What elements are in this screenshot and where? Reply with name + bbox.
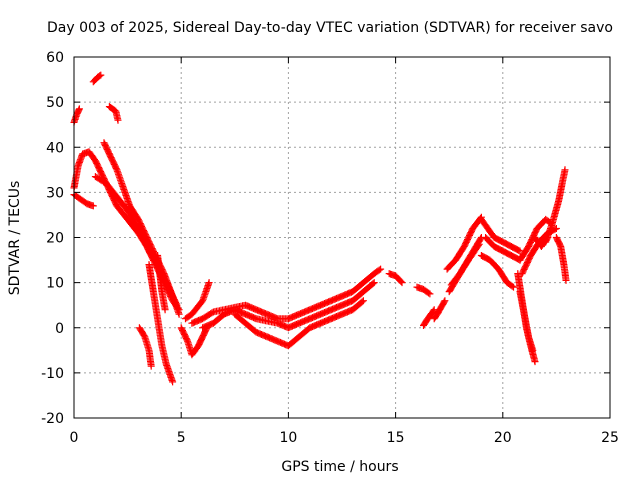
data-point: [561, 166, 569, 174]
data-point: [544, 232, 552, 240]
series-end-segment-2: [552, 234, 570, 284]
data-point: [474, 242, 482, 250]
y-tick-label: -20: [41, 411, 64, 427]
y-tick-label: 50: [46, 95, 64, 111]
series-track-mid-descent: [91, 173, 181, 309]
data-point: [562, 276, 570, 284]
series-dip-segment-2: [145, 261, 177, 386]
data-point: [205, 279, 213, 287]
data-point: [369, 280, 377, 288]
data-point: [375, 266, 383, 274]
series-afternoon-2: [413, 283, 434, 298]
y-tick-label: 40: [46, 140, 64, 156]
series-evening-plateau-2: [477, 252, 517, 291]
data-point: [397, 278, 405, 285]
x-axis-label: GPS time / hours: [281, 459, 398, 475]
data-point: [441, 297, 449, 305]
data-point: [161, 306, 169, 314]
data-point: [175, 310, 183, 318]
data-point: [531, 358, 539, 366]
series-afternoon-4: [430, 297, 449, 323]
data-point: [529, 346, 537, 354]
series-noon-band-b: [199, 279, 378, 332]
series-early-segment-2: [89, 71, 105, 86]
data-point: [475, 240, 483, 248]
data-point: [426, 290, 434, 298]
series-track-lower-start: [70, 191, 97, 210]
data-point: [173, 301, 181, 309]
series-noon-band-a: [188, 265, 385, 327]
data-point: [359, 297, 367, 305]
data-points: [70, 71, 570, 386]
x-tick-label: 10: [279, 430, 297, 446]
data-point: [169, 378, 177, 386]
series-evening-rise-3: [447, 240, 483, 289]
series-dip-segment-3: [154, 252, 169, 314]
data-point: [358, 298, 366, 306]
data-point: [97, 71, 105, 79]
y-axis-label: SDTVAR / TECUs: [7, 181, 23, 296]
data-point: [96, 72, 104, 80]
series-late-drop-2: [516, 288, 537, 354]
series-noon-band-c: [231, 297, 367, 350]
x-tick-label: 20: [494, 430, 512, 446]
data-point: [75, 105, 83, 113]
data-point: [147, 362, 155, 370]
series-early-segment-1: [70, 105, 83, 126]
series-dip-segment-1: [135, 324, 155, 370]
data-point: [508, 282, 516, 290]
data-point: [425, 289, 433, 297]
series-afternoon-1: [385, 270, 406, 287]
data-point: [377, 265, 385, 273]
series-noon-trough-2: [182, 279, 213, 323]
x-tick-label: 0: [70, 430, 79, 446]
series-end-segment-1: [542, 166, 569, 246]
x-tick-label: 5: [177, 430, 186, 446]
y-tick-label: 30: [46, 185, 64, 201]
grid: [74, 57, 610, 418]
chart-title: Day 003 of 2025, Sidereal Day-to-day VTE…: [47, 20, 613, 36]
data-point: [89, 202, 97, 210]
series-evening-rise-2: [443, 213, 485, 273]
data-point: [510, 283, 517, 291]
y-tick-label: 10: [46, 276, 64, 292]
x-tick-label: 15: [387, 430, 405, 446]
series-evening-plateau-1: [477, 215, 524, 255]
y-tick-label: -10: [41, 366, 64, 382]
y-tick-label: 20: [46, 231, 64, 247]
data-point: [398, 279, 406, 287]
data-point: [477, 235, 485, 243]
data-point: [440, 298, 448, 306]
series-afternoon-3: [420, 306, 438, 329]
data-point: [370, 279, 378, 287]
data-point: [552, 225, 560, 232]
data-point: [114, 116, 122, 124]
y-tick-label: 0: [55, 321, 64, 337]
data-point: [118, 181, 126, 189]
series-early-segment-3: [105, 103, 122, 124]
y-tick-label: 60: [46, 50, 64, 66]
data-point: [429, 307, 437, 315]
series-late-rise-1: [516, 215, 556, 264]
x-tick-label: 25: [601, 430, 619, 446]
axis-ticks: 0 5 10 15 20 25 -20 -10 0 10 20 30 40 50 60: [41, 50, 619, 446]
